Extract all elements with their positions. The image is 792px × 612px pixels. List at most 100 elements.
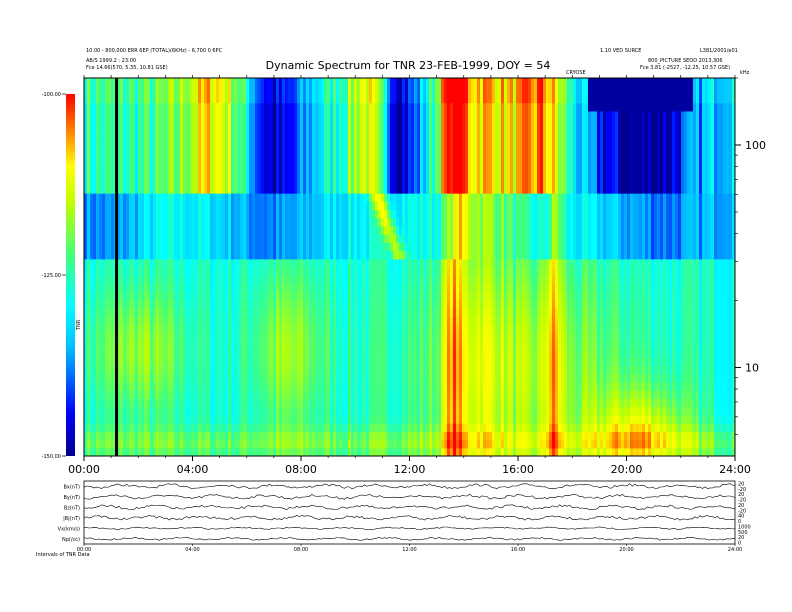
spectrum-cell [156,127,160,137]
spectrum-cell [162,127,166,137]
spectrum-cell [273,275,277,285]
spectrum-cell [273,250,277,260]
spectrum-cell [108,78,112,87]
spectrum-cell [99,439,103,449]
spectrum-cell [318,406,322,416]
spectrum-cell [369,447,373,456]
spectrum-cell [273,242,277,252]
spectrum-cell [387,242,391,252]
spectrum-cell [387,127,391,137]
spectrum-cell [261,431,265,441]
spectrum-cell [366,258,370,268]
spectrum-cell [261,258,265,268]
spectrum-cell [270,357,274,367]
spectrum-cell [150,234,154,243]
spectrum-cell [330,299,334,309]
spectrum-cell [369,291,373,301]
spectrum-cell [291,332,295,342]
spectrum-cell [405,308,409,317]
spectrum-cell [93,258,97,268]
spectrum-cell [384,439,388,449]
spectrum-cell [174,423,178,432]
spectrum-cell [159,349,163,358]
spectrum-cell [255,398,259,408]
spectrum-cell [375,184,379,194]
spectrum-cell [147,423,151,432]
spectrum-cell [360,151,364,161]
spectrum-cell [339,143,343,153]
spectrum-cell [375,225,379,235]
spectrum-cell [216,406,220,416]
spectrum-cell [270,176,274,186]
spectrum-cell [123,431,127,441]
spectrum-cell [399,119,403,128]
spectrum-cell [111,324,115,334]
spectrum-cell [105,258,109,268]
spectrum-cell [192,447,196,456]
spectrum-cell [252,143,256,153]
spectrum-cell [99,258,103,268]
spectrum-cell [177,447,181,456]
spectrum-cell [171,349,175,358]
spectrum-cell [96,209,100,219]
spectrum-cell [207,225,211,235]
spectrum-cell [105,357,109,367]
spectrum-cell [369,414,373,424]
spectrum-cell [372,201,376,211]
spectrum-cell [240,390,244,400]
spectrum-cell [162,414,166,424]
spectrum-cell [249,390,253,400]
spectrum-cell [129,217,133,227]
spectrum-cell [240,332,244,342]
spectrum-cell [141,176,145,186]
spectrum-cell [102,110,106,120]
spectrum-cell [165,110,169,120]
spectrum-cell [321,250,325,260]
spectrum-cell [357,160,361,169]
spectrum-cell [105,340,109,350]
spectrum-cell [270,209,274,219]
spectrum-cell [201,94,205,104]
spectrum-cell [186,283,190,293]
spectrum-cell [261,423,265,432]
spectrum-cell [228,168,232,178]
spectrum-cell [144,398,148,408]
spectrum-cell [123,365,127,375]
spectrum-cell [366,340,370,350]
spectrum-cell [345,168,349,178]
spectrum-cell [363,143,367,153]
spectrum-cell [285,135,289,145]
spectrum-cell [90,184,94,194]
spectrum-cell [405,365,409,375]
spectrum-cell [108,110,112,120]
spectrum-cell [126,373,130,383]
spectrum-cell [231,119,235,128]
spectrum-cell [399,324,403,334]
spectrum-cell [117,225,121,235]
spectrum-cell [219,283,223,293]
spectrum-cell [348,234,352,243]
spectrum-cell [99,316,103,326]
spectrum-cell [333,332,337,342]
spectrum-cell [216,209,220,219]
spectrum-cell [192,135,196,145]
spectrum-cell [315,423,319,432]
spectrum-cell [291,406,295,416]
spectrum-cell [297,160,301,169]
spectrum-cell [402,119,406,128]
spectrum-cell [399,373,403,383]
spectrum-cell [324,86,328,96]
spectrum-cell [141,119,145,128]
spectrum-cell [150,406,154,416]
spectrum-cell [180,225,184,235]
spectrum-cell [270,184,274,194]
spectrum-cell [375,143,379,153]
spectrum-cell [264,316,268,326]
spectrum-cell [342,151,346,161]
spectrum-cell [210,373,214,383]
spectrum-cell [282,119,286,128]
spectrum-cell [321,283,325,293]
spectrum-cell [372,324,376,334]
spectrum-cell [360,316,364,326]
spectrum-cell [249,308,253,317]
